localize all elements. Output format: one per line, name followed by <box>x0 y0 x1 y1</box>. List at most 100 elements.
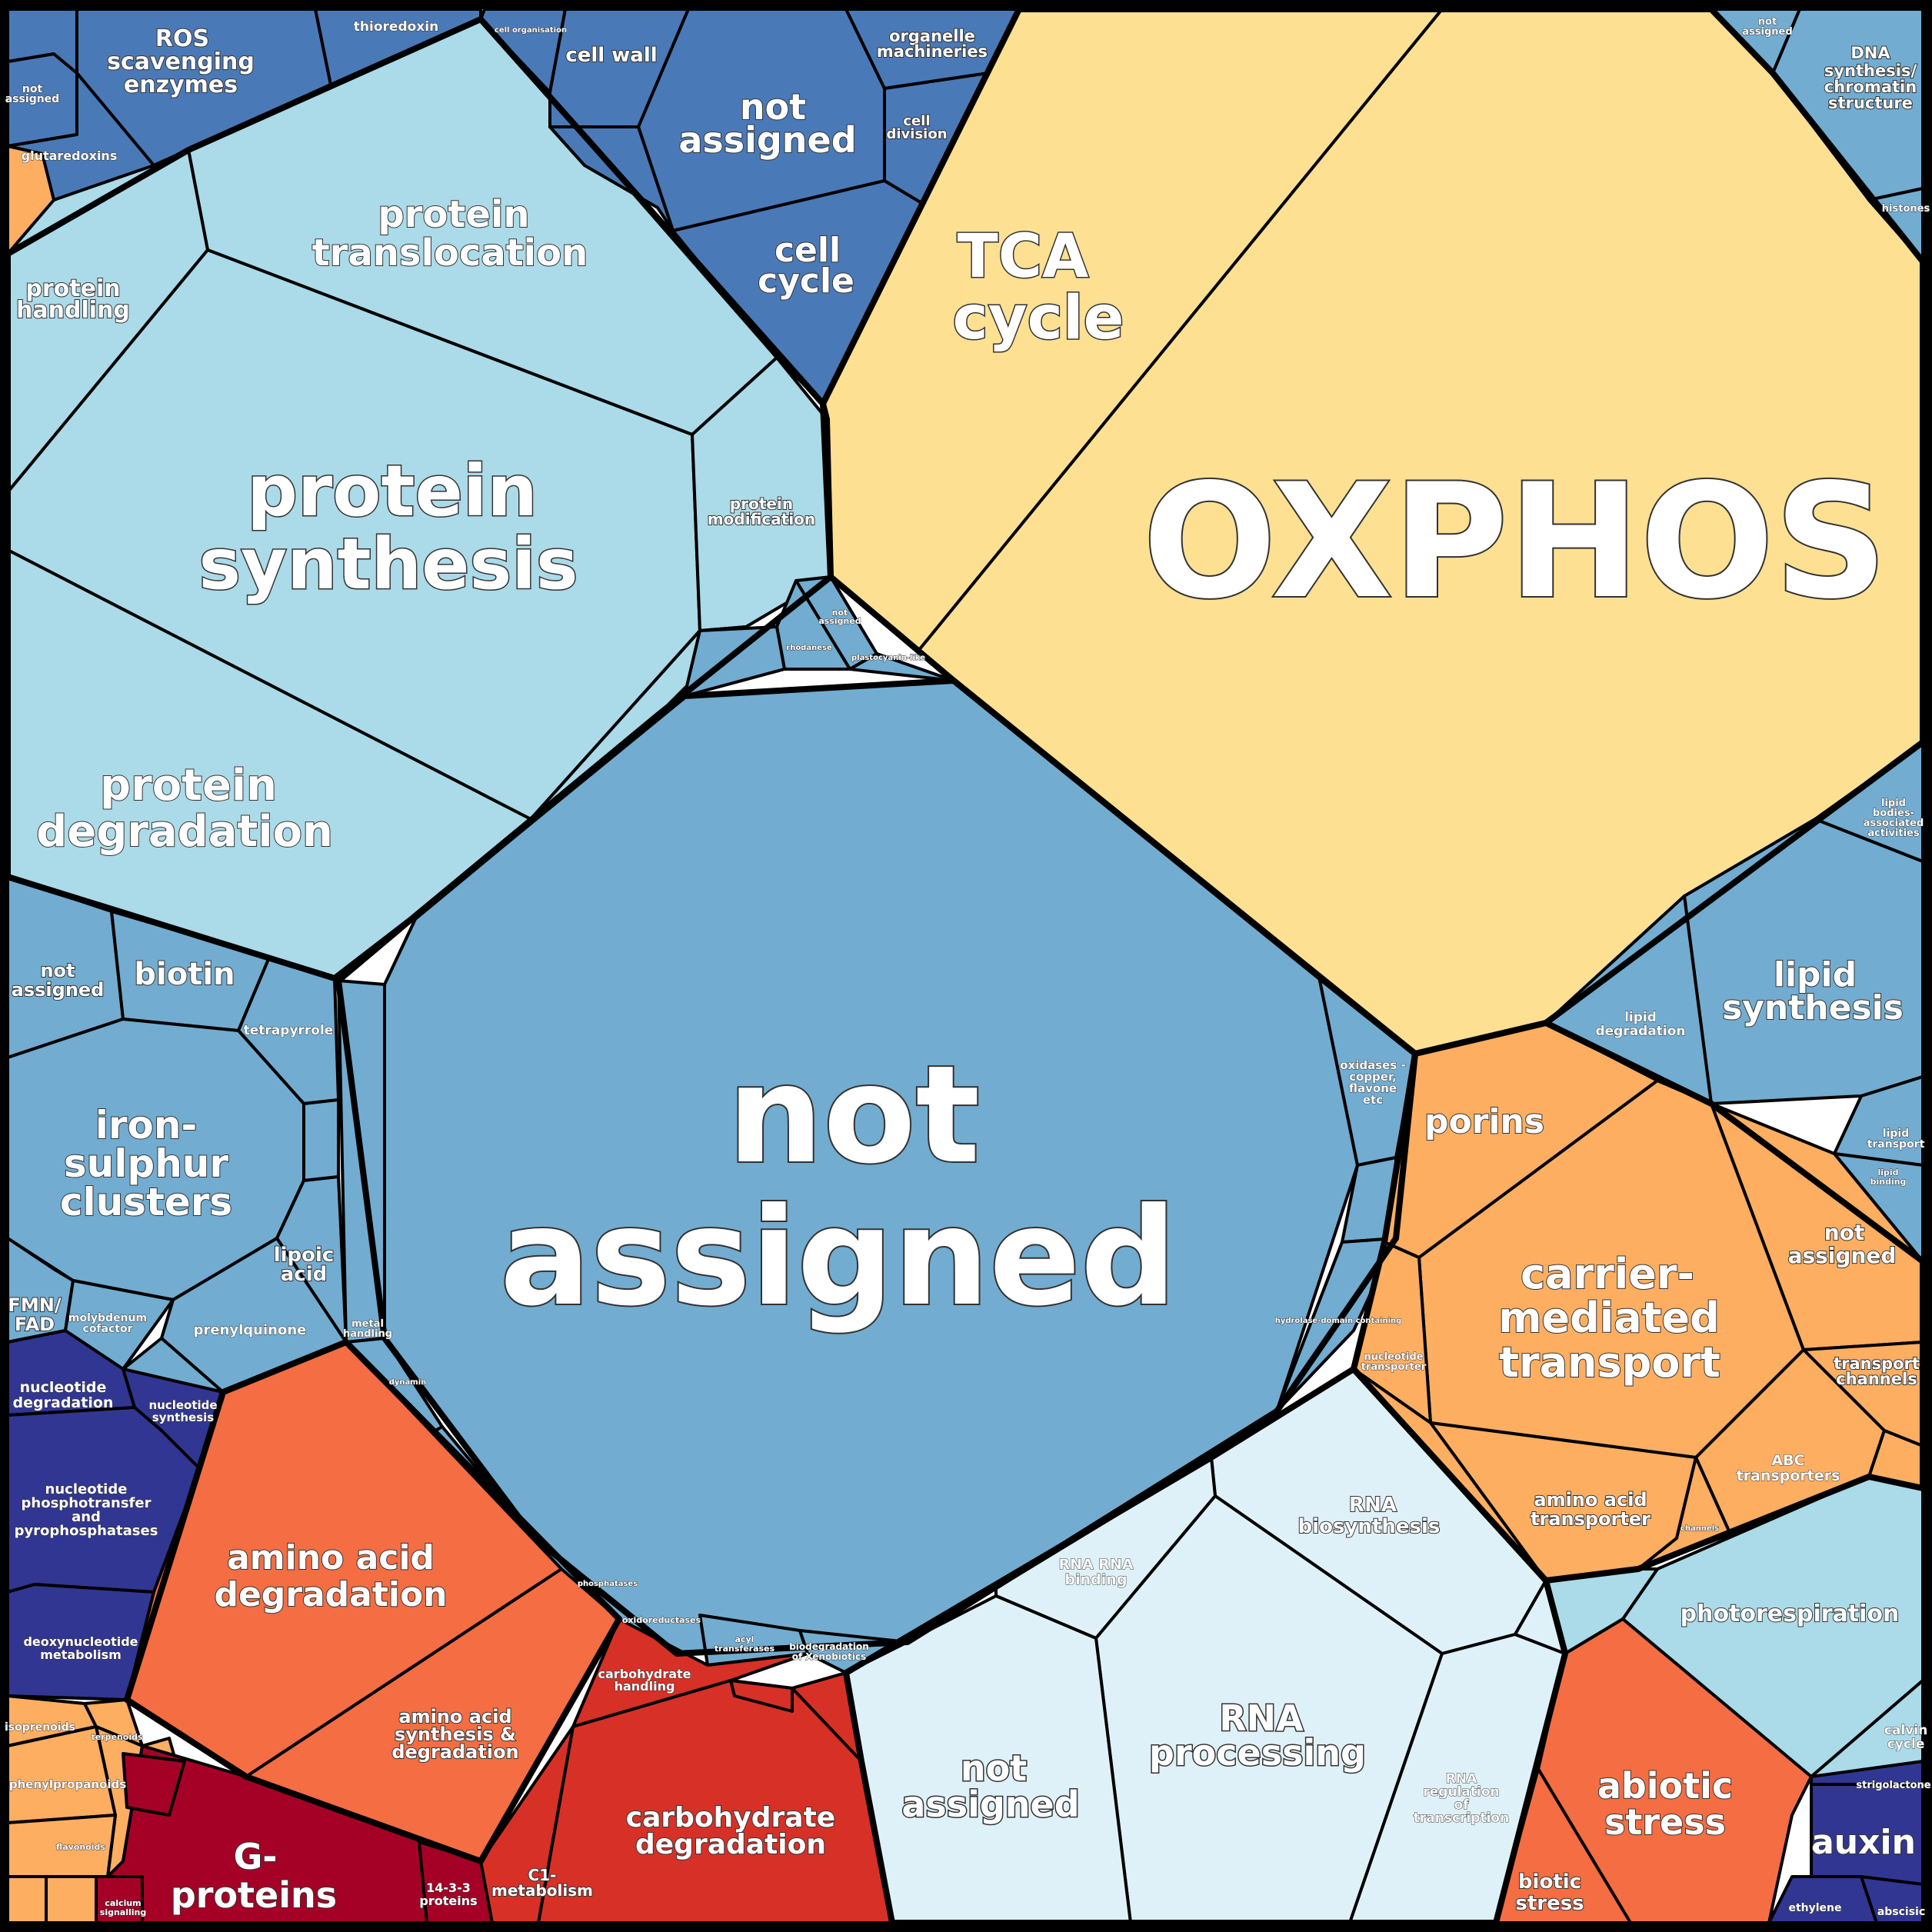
label-aa-syn-1: amino acid <box>398 1706 511 1727</box>
cell-cell-small <box>548 125 675 232</box>
label-g-proteins-1: G- <box>234 1836 278 1877</box>
label-oxidases-1: oxidases - <box>1340 1058 1405 1072</box>
label-nuc-deg-2: degradation <box>13 1394 114 1411</box>
label-phosphatases: phosphatases <box>578 1580 638 1588</box>
label-lipid-bodies-3: associated <box>1864 818 1924 829</box>
label-protein-modification-1: protein <box>730 495 793 513</box>
label-oxidases-3: flavone <box>1349 1081 1397 1095</box>
label-iron-2: sulphur <box>64 1141 228 1186</box>
label-rna-reg-1: RNA <box>1446 1771 1477 1787</box>
label-porins: porins <box>1424 1102 1544 1141</box>
label-xeno-1: biodegradation <box>789 1641 869 1652</box>
label-abc-1: ABC <box>1771 1452 1804 1469</box>
label-carrier-1: carrier- <box>1521 1250 1694 1298</box>
label-rhodanese: rhodanese <box>786 644 832 652</box>
cell-deoxy <box>6 1583 155 1701</box>
label-aa-transport-1: amino acid <box>1534 1489 1647 1511</box>
label-carb-deg-1: carbohydrate <box>626 1802 835 1834</box>
group-outline-rna <box>843 1366 1568 1926</box>
label-lipid-deg-1: lipid <box>1624 1010 1657 1025</box>
label-transport-na-1: not <box>1824 1220 1865 1245</box>
label-oxidases-2: copper, <box>1349 1070 1397 1084</box>
label-isoprenoids: isoprenoids <box>5 1721 75 1734</box>
label-lipid-bodies-2: bodies- <box>1873 808 1914 819</box>
label-biotin: biotin <box>134 957 235 992</box>
label-dna-4: structure <box>1828 94 1913 112</box>
label-calcium-1: calcium <box>105 1898 141 1908</box>
cell-plastocyanin <box>848 652 955 682</box>
label-organelle-2: machineries <box>877 42 988 61</box>
label-lipid-transport-2: transport <box>1867 1138 1925 1151</box>
label-tetrapyrrole: tetrapyrrole <box>244 1023 334 1038</box>
label-cofactor-na-1: not <box>40 960 75 981</box>
label-transport-na-2: assigned <box>1788 1243 1897 1268</box>
cell-glycosyl <box>683 625 786 698</box>
label-cell-cycle-1: cell <box>774 231 841 270</box>
label-oxidases-4: etc <box>1363 1093 1383 1107</box>
label-plastocyanin: plastocyanin-like <box>851 654 925 662</box>
group-outline-amino <box>124 1339 622 1864</box>
cell-ethylene <box>1767 1875 1878 1924</box>
label-ros-3: enzymes <box>124 72 238 98</box>
label-1433-2: proteins <box>419 1894 477 1908</box>
group-outline-center <box>335 678 1418 1657</box>
label-lipid-binding-2: binding <box>1870 1177 1907 1187</box>
label-fmn-1: FMN/ <box>8 1294 61 1316</box>
label-strigolactone: strigolactone <box>1856 1780 1930 1791</box>
label-cell-division-2: division <box>886 126 947 142</box>
label-flavonoids: flavonoids <box>56 1842 105 1852</box>
label-ethylene: ethylene <box>1788 1902 1841 1914</box>
label-abiotic-1: abiotic <box>1597 1765 1733 1807</box>
label-rna-binding-2: binding <box>1065 1571 1128 1588</box>
label-dna-1: DNA <box>1850 44 1890 62</box>
label-fmn-2: FAD <box>15 1314 55 1335</box>
label-nuc-transport-1: nucleotide <box>1364 1351 1423 1363</box>
label-nuc-syn-1: nucleotide <box>148 1398 217 1412</box>
label-protein-handling-1: protein <box>25 275 120 302</box>
cell-thiamine <box>302 1098 340 1182</box>
label-redox-na-2: assigned <box>5 93 59 105</box>
cell-snrk1 <box>122 1752 186 1817</box>
label-carrier-3: transport <box>1499 1338 1720 1387</box>
label-cell-wall: cell wall <box>565 44 657 67</box>
label-phenylpropanoids: phenylpropanoids <box>9 1777 126 1791</box>
label-metal-2: handling <box>343 1328 392 1340</box>
label-biotic-1: biotic <box>1518 1870 1581 1894</box>
label-tca-1: TCA <box>958 222 1089 291</box>
label-lipoic-2: acid <box>281 1263 327 1286</box>
label-rna-processing-2: processing <box>1149 1732 1366 1774</box>
cell-carb-handling <box>571 1617 809 1728</box>
label-photorespiration: photorespiration <box>1681 1601 1900 1627</box>
label-tca-2: cycle <box>953 284 1124 353</box>
label-aa-deg-2: degradation <box>214 1575 447 1614</box>
label-cell-cycle-2: cycle <box>758 261 854 301</box>
label-lipid-bodies-4: activities <box>1867 828 1920 839</box>
label-protein-degradation-1: protein <box>100 761 277 811</box>
label-cell-na-2: assigned <box>678 119 856 161</box>
label-glutaredoxins: glutaredoxins <box>22 148 118 163</box>
label-abc-2: transporters <box>1737 1467 1840 1484</box>
label-dna-na-2: assigned <box>1742 26 1792 38</box>
label-rna-na-1: not <box>961 1747 1027 1789</box>
label-rna-processing-1: RNA <box>1219 1697 1304 1739</box>
label-auxin: auxin <box>1811 1823 1916 1862</box>
label-prenylquinone: prenylquinone <box>194 1322 307 1338</box>
label-na-top-1: not <box>832 608 848 618</box>
label-lipid-syn-2: synthesis <box>1722 988 1904 1028</box>
label-acyl-2: transferases <box>715 1644 775 1654</box>
label-dna-3: chromatin <box>1824 78 1917 96</box>
label-dna-2: synthesis/ <box>1824 62 1917 80</box>
label-terpenoids: terpenoids <box>91 1732 143 1742</box>
label-rna-binding-1: RNA RNA <box>1058 1556 1133 1573</box>
label-dynamin: dynamin <box>389 1378 427 1387</box>
label-protein-translocation-2: translocation <box>312 232 588 275</box>
label-lipid-syn-1: lipid <box>1774 955 1857 994</box>
label-cell-na-1: not <box>740 86 806 128</box>
label-cofactor-na-2: assigned <box>12 979 105 1001</box>
label-lipid-binding-1: lipid <box>1877 1168 1898 1178</box>
label-c1-1: C1- <box>528 1866 557 1884</box>
label-metal-1: metal <box>351 1318 384 1330</box>
label-ros-2: scavenging <box>107 48 255 75</box>
